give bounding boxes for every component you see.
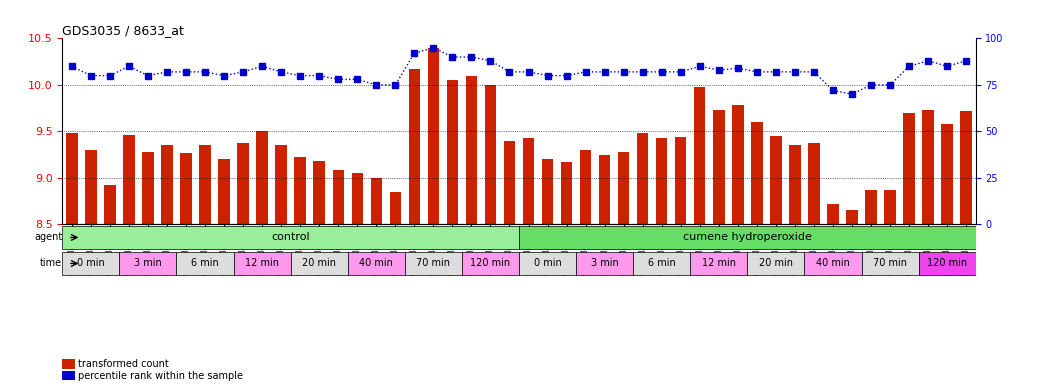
Bar: [713, 110, 725, 224]
Bar: [846, 210, 857, 224]
FancyBboxPatch shape: [348, 252, 405, 275]
Bar: [580, 150, 592, 224]
FancyBboxPatch shape: [119, 252, 176, 275]
FancyBboxPatch shape: [633, 252, 690, 275]
Bar: [389, 192, 401, 224]
Bar: [503, 141, 515, 224]
Text: 70 min: 70 min: [416, 258, 450, 268]
FancyBboxPatch shape: [62, 252, 119, 275]
Bar: [752, 122, 763, 224]
Bar: [770, 136, 782, 224]
FancyBboxPatch shape: [576, 252, 633, 275]
FancyBboxPatch shape: [862, 252, 919, 275]
FancyBboxPatch shape: [804, 252, 862, 275]
Bar: [66, 133, 78, 224]
FancyBboxPatch shape: [519, 226, 976, 249]
Bar: [637, 133, 649, 224]
Bar: [923, 110, 934, 224]
FancyBboxPatch shape: [405, 252, 462, 275]
Bar: [313, 161, 325, 224]
Bar: [789, 146, 800, 224]
Bar: [409, 69, 420, 224]
Bar: [732, 105, 743, 224]
FancyBboxPatch shape: [291, 252, 348, 275]
Bar: [332, 170, 344, 224]
Bar: [275, 146, 286, 224]
Bar: [428, 48, 439, 224]
Bar: [960, 111, 972, 224]
Text: 120 min: 120 min: [927, 258, 967, 268]
Text: 0 min: 0 min: [534, 258, 562, 268]
Bar: [675, 137, 686, 224]
Text: control: control: [271, 232, 310, 242]
Bar: [238, 144, 249, 224]
Bar: [599, 155, 610, 224]
Bar: [866, 190, 877, 224]
Text: 6 min: 6 min: [191, 258, 219, 268]
FancyBboxPatch shape: [919, 252, 976, 275]
FancyBboxPatch shape: [519, 252, 576, 275]
Bar: [884, 190, 896, 224]
Bar: [446, 80, 458, 224]
FancyBboxPatch shape: [176, 252, 234, 275]
Text: GDS3035 / 8633_at: GDS3035 / 8633_at: [62, 24, 184, 37]
Text: transformed count: transformed count: [78, 359, 168, 369]
Bar: [124, 135, 135, 224]
FancyBboxPatch shape: [747, 252, 804, 275]
Bar: [142, 152, 154, 224]
Bar: [466, 76, 477, 224]
Text: 120 min: 120 min: [470, 258, 511, 268]
Bar: [941, 124, 953, 224]
Bar: [542, 159, 553, 224]
FancyBboxPatch shape: [690, 252, 747, 275]
Bar: [256, 131, 268, 224]
Bar: [903, 113, 914, 224]
Bar: [218, 159, 229, 224]
Bar: [694, 87, 706, 224]
Text: time: time: [40, 258, 62, 268]
Text: 3 min: 3 min: [591, 258, 619, 268]
Text: cumene hydroperoxide: cumene hydroperoxide: [683, 232, 812, 242]
Text: agent: agent: [34, 232, 62, 242]
Text: 70 min: 70 min: [873, 258, 907, 268]
Bar: [371, 178, 382, 224]
Bar: [523, 138, 535, 224]
Text: 6 min: 6 min: [648, 258, 676, 268]
Text: 40 min: 40 min: [816, 258, 850, 268]
Bar: [656, 138, 667, 224]
Bar: [809, 144, 820, 224]
FancyBboxPatch shape: [462, 252, 519, 275]
Text: 3 min: 3 min: [134, 258, 162, 268]
FancyBboxPatch shape: [62, 226, 519, 249]
Bar: [295, 157, 306, 224]
FancyBboxPatch shape: [234, 252, 291, 275]
Bar: [181, 153, 192, 224]
Text: 0 min: 0 min: [77, 258, 105, 268]
Text: percentile rank within the sample: percentile rank within the sample: [78, 371, 243, 381]
Text: 12 min: 12 min: [245, 258, 279, 268]
Bar: [352, 173, 363, 224]
Bar: [618, 152, 629, 224]
Bar: [85, 150, 97, 224]
Text: 20 min: 20 min: [302, 258, 336, 268]
Bar: [161, 146, 172, 224]
Text: 20 min: 20 min: [759, 258, 793, 268]
Text: 12 min: 12 min: [702, 258, 736, 268]
Text: 40 min: 40 min: [359, 258, 393, 268]
Bar: [561, 162, 572, 224]
Bar: [827, 204, 839, 224]
Bar: [199, 146, 211, 224]
Bar: [104, 185, 115, 224]
Bar: [485, 85, 496, 224]
